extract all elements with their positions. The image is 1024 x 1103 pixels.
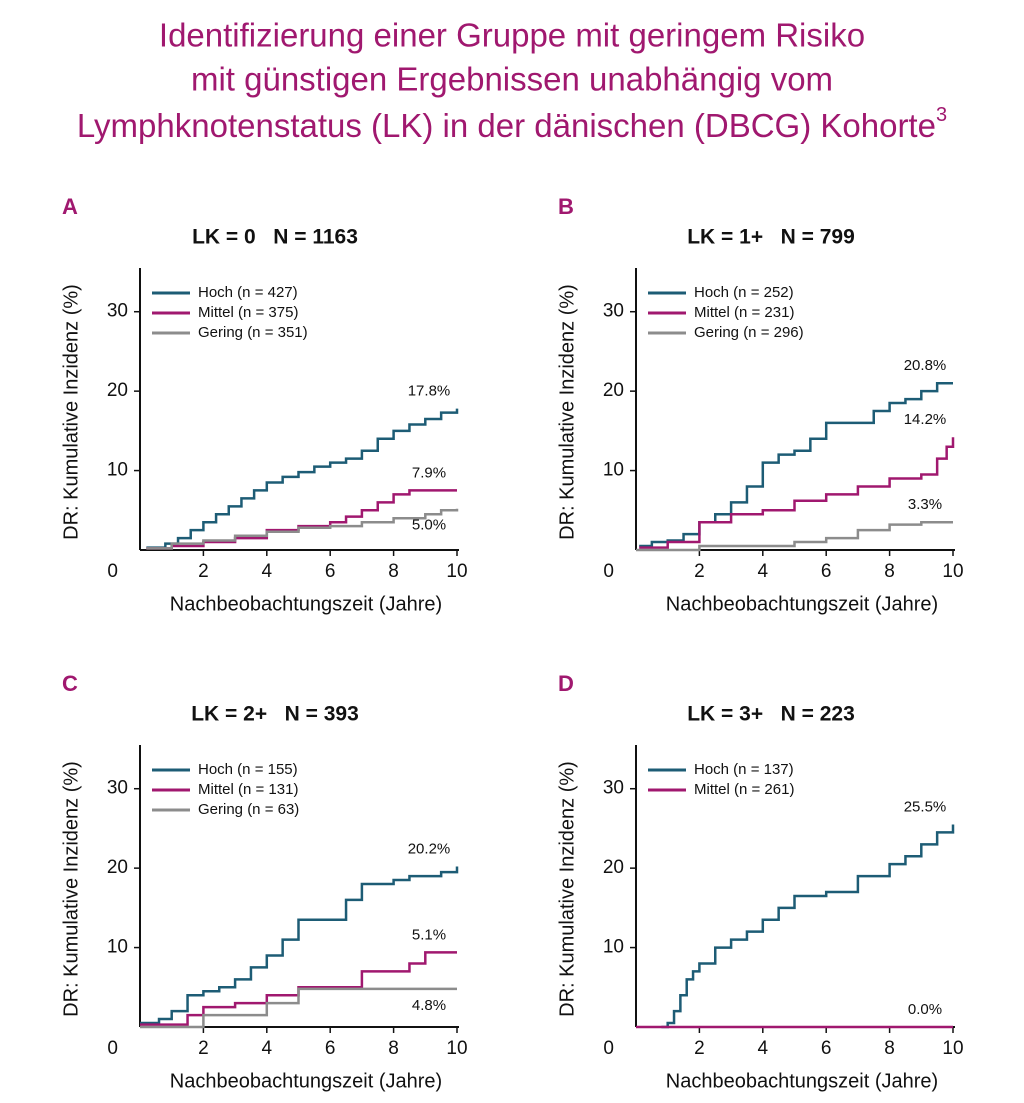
step-line	[636, 520, 953, 552]
legend-label: Mittel (n = 375)	[198, 304, 298, 321]
y-axis-label: DR: Kumulative Inzidenz (%)	[60, 761, 82, 1017]
y-tick-label: 10	[603, 937, 624, 958]
page-title: Lymphknotenstatus (LK) in der dänischen …	[77, 104, 947, 143]
x-axis-label: Nachbeobachtungszeit (Jahre)	[666, 1070, 938, 1092]
x-axis-label: Nachbeobachtungszeit (Jahre)	[666, 593, 938, 615]
y-axis-label: DR: Kumulative Inzidenz (%)	[556, 284, 578, 540]
x-axis-label: Nachbeobachtungszeit (Jahre)	[170, 1070, 442, 1092]
x-tick-label: 6	[821, 1038, 832, 1059]
x-tick-label: 2	[198, 561, 209, 582]
x-tick-label: 4	[758, 1038, 769, 1059]
step-line	[146, 508, 459, 550]
x-tick-label: 4	[758, 561, 769, 582]
end-label: 20.2%	[408, 841, 451, 858]
x-tick-label: 2	[694, 561, 705, 582]
chart-title: LK = 2+ N = 393	[191, 703, 359, 726]
end-label: 25.5%	[904, 798, 947, 815]
x-tick-label: 10	[446, 1038, 467, 1059]
legend-label: Hoch (n = 252)	[694, 284, 794, 301]
legend-label: Hoch (n = 137)	[694, 761, 794, 778]
legend-label: Gering (n = 63)	[198, 801, 299, 818]
y-tick-label: 20	[107, 857, 128, 878]
end-label: 4.8%	[412, 997, 446, 1014]
end-label: 3.3%	[908, 496, 942, 513]
legend-label: Hoch (n = 155)	[198, 761, 298, 778]
step-line	[140, 987, 457, 1029]
end-label: 17.8%	[408, 383, 451, 400]
y-tick-label: 0	[107, 1038, 118, 1059]
y-tick-label: 10	[107, 460, 128, 481]
x-tick-label: 6	[325, 561, 336, 582]
y-tick-label: 10	[107, 937, 128, 958]
page-title: mit günstigen Ergebnissen unabhängig vom	[191, 61, 833, 98]
x-tick-label: 8	[884, 561, 895, 582]
panel-label: A	[62, 194, 78, 219]
panel-label: C	[62, 671, 78, 696]
y-tick-label: 0	[107, 561, 118, 582]
y-tick-label: 20	[107, 380, 128, 401]
legend-label: Mittel (n = 261)	[694, 781, 794, 798]
x-tick-label: 8	[884, 1038, 895, 1059]
y-axis-label: DR: Kumulative Inzidenz (%)	[60, 284, 82, 540]
step-line	[661, 824, 955, 1029]
legend-label: Mittel (n = 131)	[198, 781, 298, 798]
end-label: 0.0%	[908, 1001, 942, 1018]
x-tick-label: 8	[388, 561, 399, 582]
step-line	[639, 381, 953, 548]
x-tick-label: 6	[325, 1038, 336, 1059]
x-tick-label: 10	[942, 1038, 963, 1059]
y-tick-label: 20	[603, 857, 624, 878]
x-tick-label: 10	[446, 561, 467, 582]
legend-label: Hoch (n = 427)	[198, 284, 298, 301]
y-tick-label: 0	[603, 561, 614, 582]
page-title: Lymphknotenstatus (LK) in der dänischen …	[77, 107, 936, 144]
y-tick-label: 0	[603, 1038, 614, 1059]
panel-label: B	[558, 194, 574, 219]
y-tick-label: 20	[603, 380, 624, 401]
x-tick-label: 4	[262, 1038, 273, 1059]
superscript: 3	[936, 104, 947, 126]
legend-label: Mittel (n = 231)	[694, 304, 794, 321]
chart-title: LK = 1+ N = 799	[687, 226, 855, 249]
page-title: Identifizierung einer Gruppe mit geringe…	[159, 17, 865, 54]
y-axis-label: DR: Kumulative Inzidenz (%)	[556, 761, 578, 1017]
x-tick-label: 2	[694, 1038, 705, 1059]
step-line	[639, 437, 955, 549]
y-tick-label: 30	[107, 301, 128, 322]
y-tick-label: 10	[603, 460, 624, 481]
x-tick-label: 2	[198, 1038, 209, 1059]
x-tick-label: 4	[262, 561, 273, 582]
x-tick-label: 10	[942, 561, 963, 582]
end-label: 5.0%	[412, 517, 446, 534]
y-tick-label: 30	[107, 778, 128, 799]
legend-label: Gering (n = 351)	[198, 324, 308, 341]
end-label: 5.1%	[412, 926, 446, 943]
x-tick-label: 6	[821, 561, 832, 582]
x-axis-label: Nachbeobachtungszeit (Jahre)	[170, 593, 442, 615]
chart-title: LK = 0 N = 1163	[192, 226, 358, 249]
panel-label: D	[558, 671, 574, 696]
end-label: 20.8%	[904, 357, 947, 374]
chart-title: LK = 3+ N = 223	[687, 703, 855, 726]
x-tick-label: 8	[388, 1038, 399, 1059]
y-tick-label: 30	[603, 778, 624, 799]
step-line	[146, 408, 459, 549]
end-label: 7.9%	[412, 464, 446, 481]
step-line	[140, 866, 459, 1025]
legend-label: Gering (n = 296)	[694, 324, 804, 341]
end-label: 14.2%	[904, 411, 947, 428]
y-tick-label: 30	[603, 301, 624, 322]
